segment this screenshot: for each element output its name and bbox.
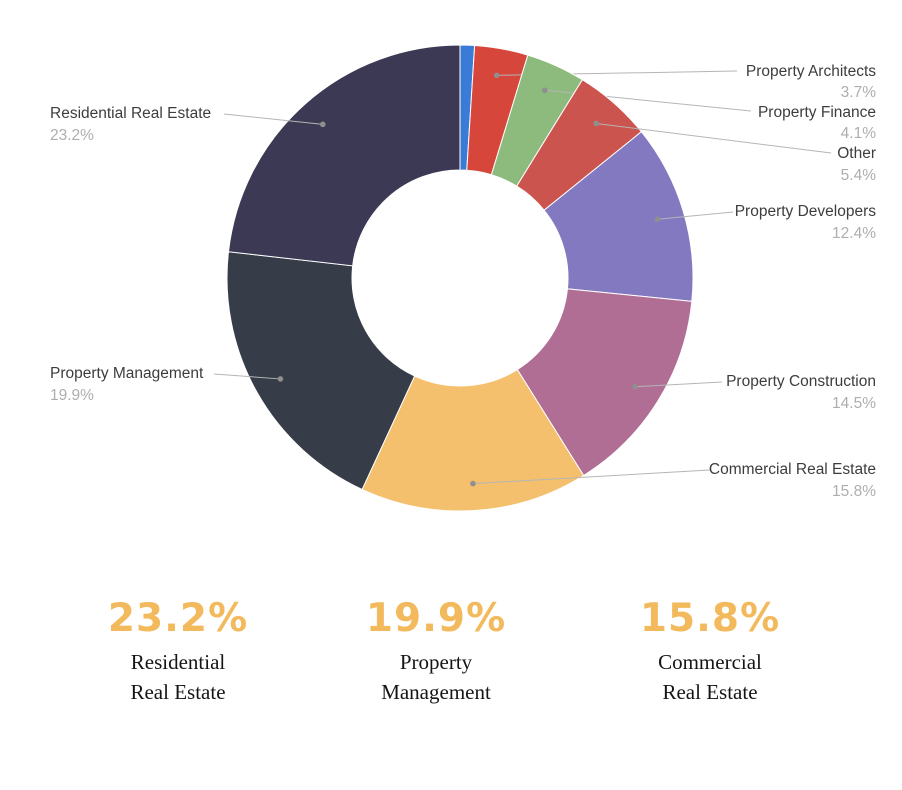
leader-line-other [596, 122, 832, 154]
highlight-label-management-line1: Property [399, 650, 473, 674]
leader-dot-commercial-real-estate [470, 480, 476, 487]
highlight-property-management: 19.9% Property Management [316, 596, 556, 708]
highlight-pct-management: 19.9% [365, 596, 507, 641]
highlight-label-commercial-line2: Real Estate [662, 679, 758, 704]
highlight-label-commercial: Commercial Real Estate [590, 648, 830, 708]
highlight-label-residential-line1: Residential [130, 650, 226, 674]
leader-line-property-management [213, 373, 281, 380]
callout-pct-property-management: 19.9% [50, 387, 94, 404]
callout-pct-residential-real-estate: 23.2% [50, 127, 94, 144]
leader-dot-property-finance [541, 87, 548, 94]
leader-line-commercial-real-estate [472, 469, 711, 485]
leader-dot-property-architects [493, 72, 500, 79]
callout-label-property-construction: Property Construction [726, 373, 876, 390]
callout-pct-other: 5.4% [841, 167, 877, 184]
highlight-label-commercial-line1: Commercial [658, 650, 762, 674]
slice-residential-real-estate [227, 44, 461, 267]
slice-commercial-real-estate [361, 368, 585, 512]
callout-pct-commercial-real-estate: 15.8% [832, 483, 876, 500]
callout-label-commercial-real-estate: Commercial Real Estate [709, 461, 876, 478]
leader-dot-property-developers [654, 216, 661, 223]
highlight-label-management-line2: Management [381, 679, 491, 704]
slice-property-construction [516, 288, 693, 477]
highlight-pct-residential: 23.2% [107, 596, 249, 641]
leader-dot-property-management [277, 376, 284, 382]
highlight-label-residential: Residential Real Estate [58, 648, 298, 708]
leader-line-residential-real-estate [223, 113, 323, 125]
callout-label-other: Other [837, 145, 876, 162]
callout-label-residential-real-estate: Residential Real Estate [50, 105, 211, 122]
callout-pct-property-architects: 3.7% [841, 84, 877, 101]
callout-pct-property-construction: 14.5% [832, 395, 876, 412]
highlight-label-residential-line2: Real Estate [130, 679, 226, 704]
callout-pct-property-finance: 4.1% [841, 125, 877, 142]
leader-line-property-developers [657, 211, 734, 220]
leader-dot-residential-real-estate [320, 121, 326, 128]
slice-property-management [226, 251, 416, 491]
leader-dot-other [593, 120, 600, 127]
callout-label-property-management: Property Management [50, 365, 204, 382]
highlight-residential-real-estate: 23.2% Residential Real Estate [58, 596, 298, 708]
leader-line-property-construction [634, 381, 723, 388]
callout-label-property-finance: Property Finance [758, 104, 876, 121]
highlight-pct-commercial: 15.8% [639, 596, 781, 641]
donut-chart: Property Architects 3.7% Property Finance 4… [50, 44, 877, 512]
callout-label-property-developers: Property Developers [735, 203, 877, 220]
highlight-stats: 23.2% Residential Real Estate 19.9% Prop… [0, 596, 902, 756]
highlight-label-management: Property Management [316, 648, 556, 708]
callout-pct-property-developers: 12.4% [832, 225, 876, 242]
highlight-commercial-real-estate: 15.8% Commercial Real Estate [590, 596, 830, 708]
slice-property-developers [543, 131, 694, 302]
callout-label-property-architects: Property Architects [746, 63, 876, 80]
leader-dot-property-construction [632, 383, 638, 390]
